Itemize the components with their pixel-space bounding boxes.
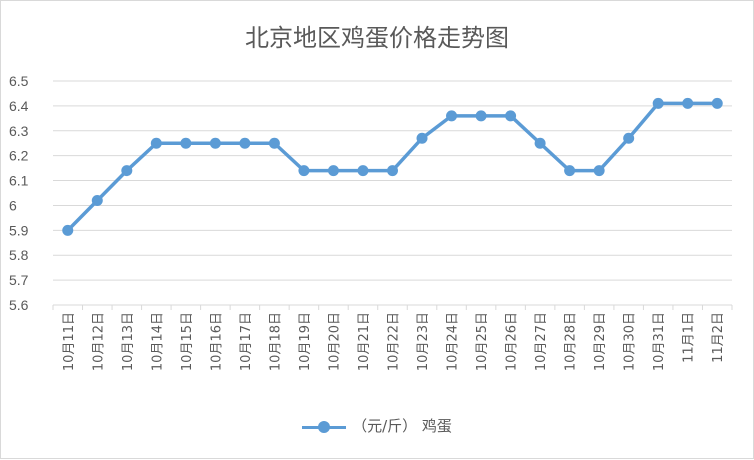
legend: （元/斤） 鸡蛋	[1, 415, 753, 436]
data-point	[62, 224, 74, 236]
x-tick-label: 10月23日	[416, 312, 431, 371]
legend-marker-icon	[302, 420, 347, 434]
x-tick-label: 11月2日	[711, 312, 726, 363]
x-tick-label: 10月14日	[150, 312, 165, 371]
data-point	[121, 165, 133, 177]
y-tick-label: 6.2	[9, 148, 29, 164]
x-tick-label: 10月18日	[268, 312, 283, 371]
y-tick-label: 6.1	[9, 173, 29, 189]
x-tick-label: 10月15日	[180, 312, 195, 371]
x-tick-label: 10月29日	[593, 312, 608, 371]
data-point	[475, 110, 487, 122]
data-point	[209, 137, 221, 149]
y-tick-label: 5.9	[9, 222, 29, 238]
data-point	[150, 137, 162, 149]
data-point	[534, 137, 546, 149]
x-tick-label: 10月27日	[534, 312, 549, 371]
data-point	[327, 165, 339, 177]
x-tick-label: 10月12日	[91, 312, 106, 371]
data-point	[505, 110, 517, 122]
y-tick-label: 6.4	[9, 98, 29, 114]
legend-label: （元/斤） 鸡蛋	[352, 417, 452, 435]
x-tick-label: 10月13日	[121, 312, 136, 371]
y-tick-label: 5.8	[9, 247, 29, 263]
data-point	[387, 165, 398, 177]
y-tick-label: 5.6	[9, 297, 29, 313]
x-tick-label: 10月26日	[505, 312, 520, 371]
x-tick-label: 10月30日	[623, 312, 638, 371]
x-tick-label: 11月1日	[682, 312, 697, 363]
x-tick-label: 10月31日	[652, 312, 667, 371]
data-point	[239, 137, 251, 149]
x-tick-label: 10月19日	[298, 312, 313, 371]
x-tick-label: 10月20日	[327, 312, 342, 371]
data-point	[91, 194, 103, 206]
y-tick-label: 6	[9, 197, 17, 213]
x-tick-label: 10月16日	[209, 312, 224, 371]
y-tick-label: 5.7	[9, 272, 29, 288]
data-point	[564, 165, 576, 177]
x-tick-label: 10月22日	[387, 312, 402, 371]
x-tick-label: 10月11日	[62, 312, 77, 371]
y-tick-label: 6.5	[9, 73, 29, 89]
data-point	[180, 137, 192, 149]
data-point	[357, 165, 369, 177]
chart-title: 北京地区鸡蛋价格走势图	[245, 24, 509, 52]
data-point	[652, 97, 664, 109]
data-point	[682, 97, 694, 109]
x-tick-label: 10月24日	[446, 312, 461, 371]
x-tick-label: 10月25日	[475, 312, 490, 371]
data-point	[268, 137, 280, 149]
data-point	[623, 132, 635, 144]
data-point	[416, 132, 428, 144]
data-point	[446, 110, 458, 122]
x-tick-label: 10月21日	[357, 312, 372, 371]
data-point	[711, 97, 723, 109]
x-tick-label: 10月28日	[564, 312, 579, 371]
data-point	[298, 165, 310, 177]
x-tick-label: 10月17日	[239, 312, 254, 371]
y-tick-label: 6.3	[9, 123, 29, 139]
data-point	[593, 165, 605, 177]
